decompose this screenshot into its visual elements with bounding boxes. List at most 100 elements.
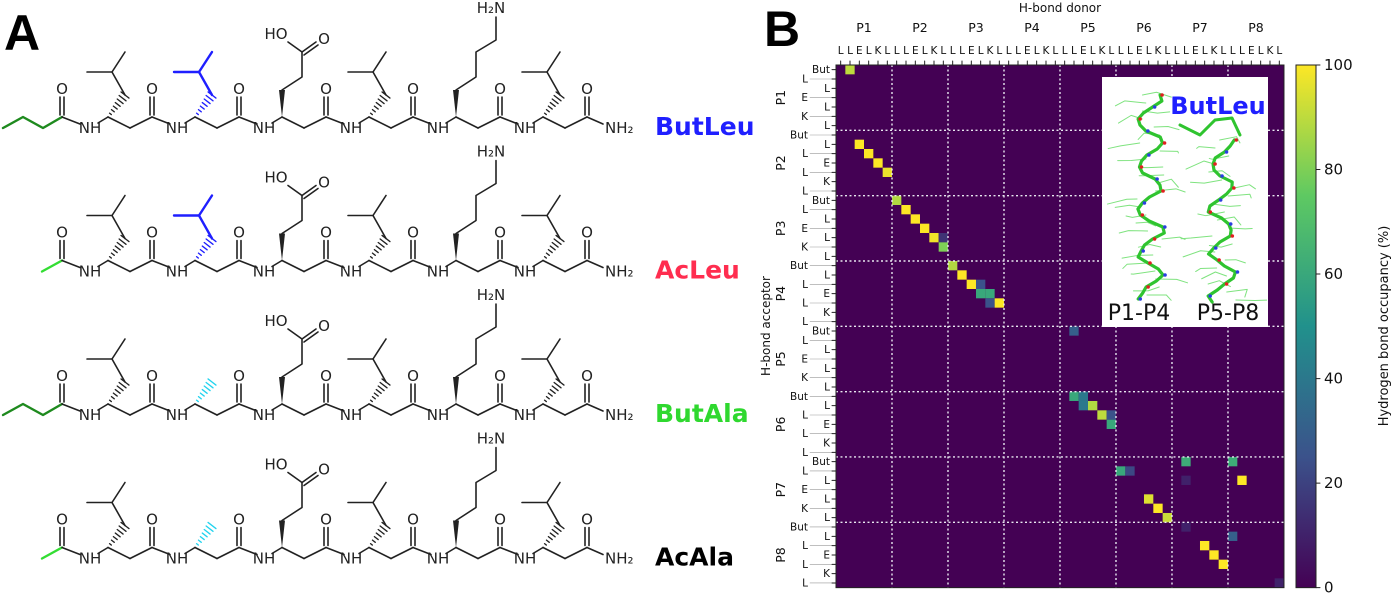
hash [545, 539, 550, 543]
hash [377, 385, 385, 392]
bond [111, 481, 126, 504]
hash [207, 378, 217, 386]
y-tick-label: K [823, 176, 831, 188]
hash [549, 388, 556, 394]
hash [551, 98, 559, 105]
nh-label: NH [253, 263, 276, 281]
y-tick-label: E [801, 353, 808, 365]
nh-label: NH [340, 119, 363, 137]
chemical-structures: O NH O NH O NH O O HO NH O NH O H₂N NH O NH₂ ButLeu O NH O NH… [1, 0, 755, 572]
inset-label: ButLeu [1170, 92, 1266, 120]
hydroxyl-label: HO [264, 169, 287, 187]
x-tick-label: E [1080, 45, 1087, 57]
bond [372, 194, 387, 217]
bond [107, 403, 131, 416]
backbone-trace [1136, 93, 1166, 301]
hash [203, 528, 211, 535]
bond [477, 546, 501, 560]
bond [586, 546, 604, 556]
atom-dot [1213, 246, 1218, 250]
oxygen-label: O [581, 367, 593, 385]
x-tick-label: K [987, 45, 995, 57]
alanine-methyl-hashed [195, 378, 217, 403]
x-tick-label: E [856, 45, 863, 57]
hash [195, 399, 199, 403]
backbone-trace [1178, 116, 1242, 137]
inset-structure-image [1102, 77, 1268, 327]
heatmap-cell [975, 288, 986, 299]
leucine-side-chain [347, 358, 387, 383]
y-tick-label: But [790, 391, 808, 403]
bond [532, 116, 544, 124]
molecule-name-label: ButAla [655, 399, 749, 428]
bond [151, 403, 171, 412]
bond [532, 259, 544, 268]
heatmap-cell [1069, 326, 1079, 336]
hash [110, 395, 115, 400]
glutamate-side-chain [281, 184, 303, 235]
hash [116, 385, 124, 392]
heatmap-cell [1209, 550, 1219, 560]
y-tick-label: L [802, 73, 808, 85]
hash [547, 105, 553, 110]
side-chain-line [1224, 259, 1246, 264]
hash [203, 98, 211, 105]
hash [547, 535, 553, 541]
amine-label: H₂N [477, 430, 506, 448]
bond [390, 403, 414, 416]
side-chain-line [1208, 243, 1233, 248]
side-chain-line [1228, 227, 1253, 230]
y-peptide-label: P4 [773, 286, 788, 302]
x-tick-label: K [1099, 45, 1107, 57]
leucine-side-chain [86, 358, 126, 383]
y-tick-label: L [824, 400, 830, 412]
hash [112, 248, 118, 254]
side-chain-line [1157, 178, 1179, 188]
nh2-label: NH₂ [605, 406, 634, 424]
x-tick-label: E [968, 45, 975, 57]
y-tick-label: L [824, 101, 830, 113]
bond [271, 546, 283, 555]
heatmap-cell [882, 167, 892, 177]
side-chain-line [1122, 262, 1149, 269]
hash [116, 241, 124, 248]
bond [97, 546, 109, 555]
oxygen-label: O [494, 224, 506, 242]
hash [116, 528, 124, 535]
y-tick-label: But [790, 129, 808, 141]
side-chain-line [1142, 91, 1172, 98]
bond [111, 338, 126, 360]
leucine-side-chain [86, 501, 126, 527]
atom-dot [1141, 249, 1145, 253]
y-tick-label: L [802, 279, 808, 291]
oxygen-label: O [407, 224, 419, 242]
x-tick-label: L [1071, 45, 1077, 57]
nh-label: NH [253, 406, 276, 424]
bond [546, 338, 561, 360]
nh-label: NH [514, 263, 537, 281]
leucine-side-chain [521, 501, 561, 527]
side-chain-line [1159, 150, 1179, 154]
bond [194, 259, 218, 273]
bond [238, 403, 258, 412]
oxygen-label: O [494, 367, 506, 385]
hash [553, 238, 562, 245]
atom-dot [1224, 282, 1229, 286]
panel-label-a: A [4, 5, 40, 61]
bond [271, 403, 283, 411]
nh-label: NH [427, 550, 450, 568]
bold-wedge-bond [279, 90, 285, 117]
nh-label: NH [427, 119, 450, 137]
bond [281, 116, 305, 129]
bond [325, 116, 345, 125]
y-peptide-label: P1 [773, 90, 788, 106]
hash [205, 94, 214, 102]
atom-dot [1142, 201, 1147, 205]
heatmap-cell [1078, 400, 1088, 411]
x-tick-label: E [1248, 45, 1255, 57]
nh-label: NH [253, 550, 276, 568]
bond [445, 116, 457, 124]
molecule-acleu: O NH O NH O NH O O HO NH O NH O H₂N NH O NH₂ AcLeu [40, 143, 740, 285]
hash [373, 535, 379, 541]
bond [107, 116, 131, 129]
